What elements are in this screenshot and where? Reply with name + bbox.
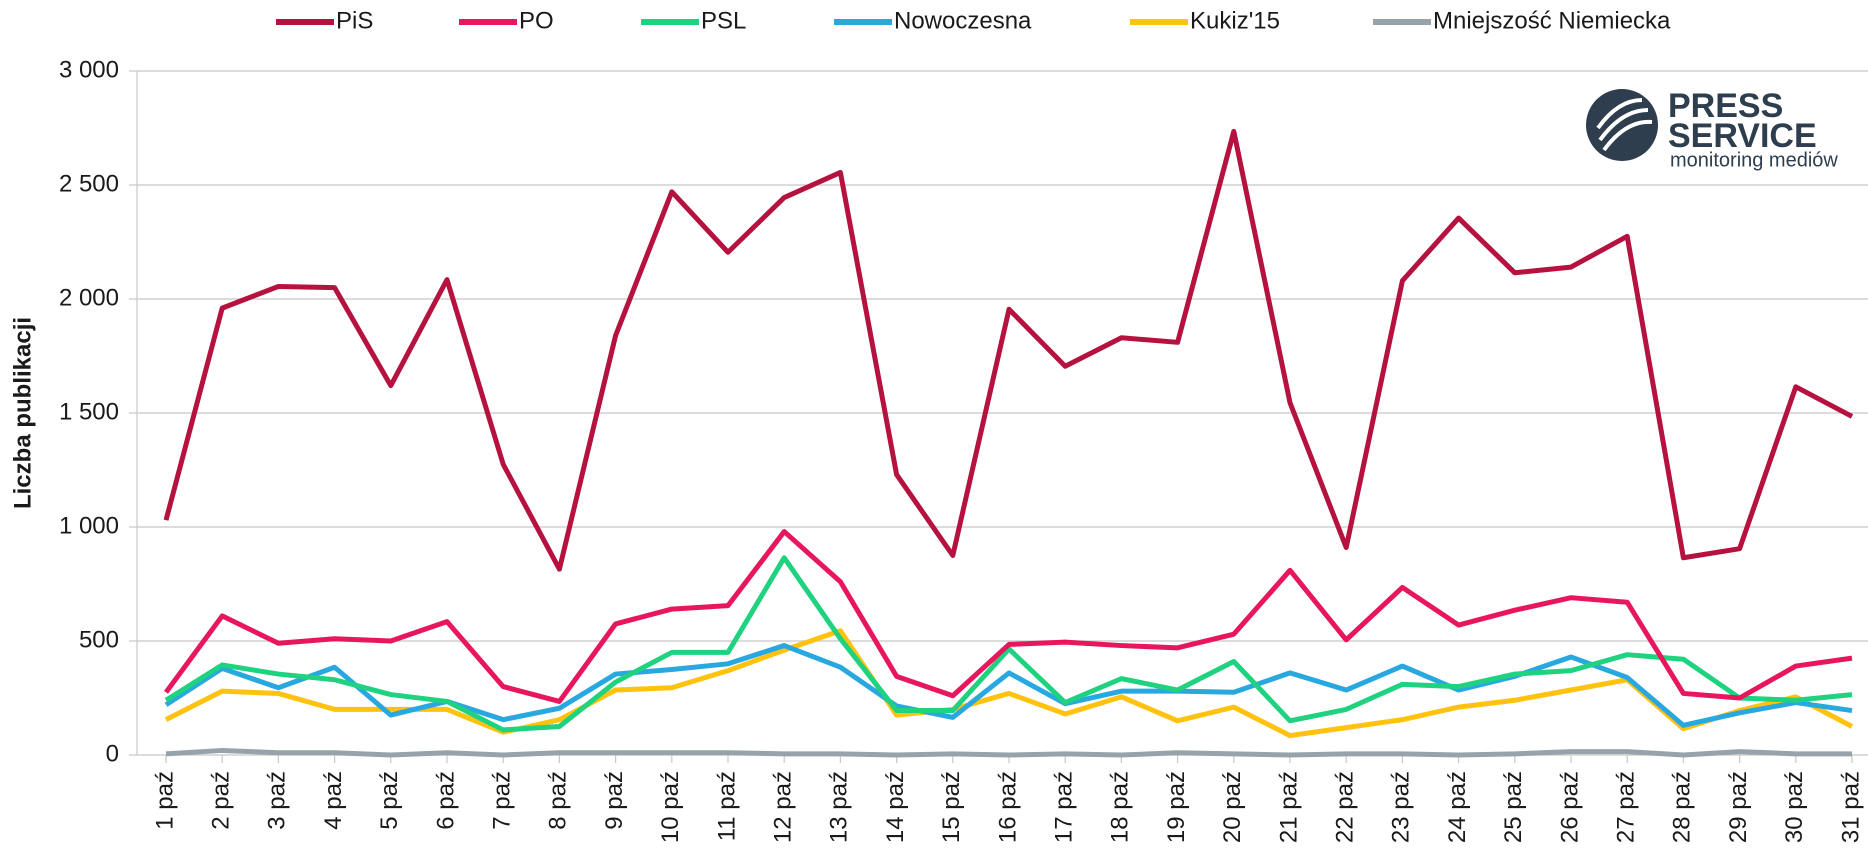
- x-tick-label: 19 paź: [1163, 771, 1190, 843]
- x-tick-label: 6 paź: [432, 771, 459, 830]
- x-tick-label: 2 paź: [208, 771, 235, 830]
- x-tick-label: 14 paź: [882, 771, 909, 843]
- series-line: [164, 555, 1853, 733]
- logo-text: PRESS: [1668, 87, 1783, 125]
- y-tick-label: 0: [106, 740, 119, 767]
- x-tick-label: 1 paź: [151, 771, 178, 830]
- x-tick-label: 21 paź: [1275, 771, 1302, 843]
- series-line: [163, 128, 1854, 572]
- x-tick-label: 18 paź: [1107, 771, 1134, 843]
- legend-label: PiS: [336, 7, 373, 34]
- x-tick-label: 28 paź: [1669, 771, 1696, 843]
- x-tick-label: 16 paź: [994, 771, 1021, 843]
- logo-text: monitoring mediów: [1670, 149, 1838, 171]
- x-tick-label: 25 paź: [1500, 771, 1527, 843]
- x-tick-label: 5 paź: [376, 771, 403, 830]
- y-tick-label: 1 500: [59, 398, 119, 425]
- x-tick-label: 26 paź: [1556, 771, 1583, 843]
- legend-label: Nowoczesna: [894, 7, 1032, 34]
- x-tick-label: 9 paź: [601, 771, 628, 830]
- logo-stripes: [1596, 98, 1653, 152]
- x-tick-label: 3 paź: [264, 771, 291, 830]
- y-tick-label: 1 000: [59, 512, 119, 539]
- x-tick-label: 8 paź: [545, 771, 572, 830]
- x-tick-label: 17 paź: [1051, 771, 1078, 843]
- x-tick-label: 20 paź: [1219, 771, 1246, 843]
- legend-label: Kukiz'15: [1190, 7, 1280, 34]
- x-tick-label: 30 paź: [1781, 771, 1808, 843]
- series-line: [164, 628, 1854, 739]
- x-tick-label: 4 paź: [320, 771, 347, 830]
- y-tick-label: 2 500: [59, 170, 119, 197]
- x-tick-label: 29 paź: [1725, 771, 1752, 843]
- y-axis-label: Liczba publikacji: [9, 317, 36, 509]
- y-tick-label: 2 000: [59, 284, 119, 311]
- y-tick-label: 500: [79, 626, 119, 653]
- logo-text: SERVICE: [1668, 117, 1817, 155]
- y-tick-label: 3 000: [59, 56, 119, 83]
- x-tick-label: 12 paź: [770, 771, 797, 843]
- legend-label: PO: [519, 7, 554, 34]
- x-tick-label: 7 paź: [489, 771, 516, 830]
- legend-label: PSL: [701, 7, 746, 34]
- x-tick-label: 13 paź: [826, 771, 853, 843]
- logo: PRESS SERVICE monitoring mediów: [1586, 87, 1838, 171]
- logo-icon: [1586, 89, 1658, 161]
- x-tick-label: 22 paź: [1332, 771, 1359, 843]
- x-tick-label: 27 paź: [1613, 771, 1640, 843]
- x-tick-label: 10 paź: [657, 771, 684, 843]
- series-line: [163, 529, 1853, 704]
- x-tick-label: 24 paź: [1444, 771, 1471, 843]
- x-tick-label: 15 paź: [938, 771, 965, 843]
- x-tick-label: 31 paź: [1837, 771, 1864, 843]
- legend-label: Mniejszość Niemiecka: [1433, 7, 1671, 34]
- x-tick-label: 23 paź: [1388, 771, 1415, 843]
- series-line: [165, 747, 1852, 758]
- x-tick-label: 11 paź: [713, 771, 740, 841]
